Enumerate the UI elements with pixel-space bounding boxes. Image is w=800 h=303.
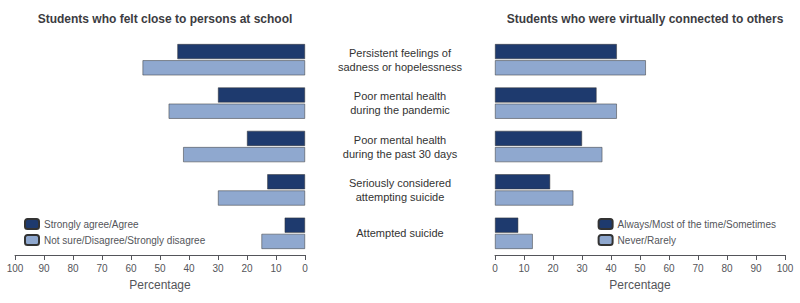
svg-text:Persistent feelings of: Persistent feelings of <box>349 47 452 59</box>
svg-text:Poor mental health: Poor mental health <box>354 134 446 146</box>
svg-text:0: 0 <box>492 263 498 274</box>
svg-text:50: 50 <box>154 263 166 274</box>
svg-text:40: 40 <box>183 263 195 274</box>
svg-text:10: 10 <box>518 263 530 274</box>
svg-text:20: 20 <box>547 263 559 274</box>
svg-text:70: 70 <box>692 263 704 274</box>
svg-text:Poor mental health: Poor mental health <box>354 90 446 102</box>
svg-text:60: 60 <box>125 263 137 274</box>
svg-text:Percentage: Percentage <box>609 278 671 292</box>
svg-text:Never/Rarely: Never/Rarely <box>618 235 676 246</box>
svg-text:80: 80 <box>721 263 733 274</box>
svg-text:100: 100 <box>7 263 24 274</box>
svg-text:80: 80 <box>67 263 79 274</box>
svg-text:0: 0 <box>302 263 308 274</box>
svg-text:10: 10 <box>270 263 282 274</box>
svg-text:90: 90 <box>750 263 762 274</box>
svg-text:30: 30 <box>212 263 224 274</box>
svg-text:during the pandemic: during the pandemic <box>350 104 450 116</box>
svg-text:sadness or hopelessness: sadness or hopelessness <box>338 61 463 73</box>
svg-text:attempting suicide: attempting suicide <box>356 191 445 203</box>
svg-text:30: 30 <box>576 263 588 274</box>
svg-text:Not sure/Disagree/Strongly dis: Not sure/Disagree/Strongly disagree <box>44 235 206 246</box>
svg-text:100: 100 <box>777 263 794 274</box>
svg-text:70: 70 <box>96 263 108 274</box>
svg-text:Students who felt close to per: Students who felt close to persons at sc… <box>38 12 293 26</box>
svg-text:Always/Most of the time/Someti: Always/Most of the time/Sometimes <box>618 219 776 230</box>
svg-text:Attempted suicide: Attempted suicide <box>356 227 443 239</box>
svg-text:Percentage: Percentage <box>129 278 191 292</box>
svg-text:20: 20 <box>241 263 253 274</box>
svg-text:50: 50 <box>634 263 646 274</box>
svg-text:during the past 30 days: during the past 30 days <box>343 148 458 160</box>
svg-text:40: 40 <box>605 263 617 274</box>
svg-text:Seriously considered: Seriously considered <box>349 177 451 189</box>
svg-text:Strongly agree/Agree: Strongly agree/Agree <box>44 219 139 230</box>
svg-text:90: 90 <box>38 263 50 274</box>
svg-text:Students who were virtually co: Students who were virtually connected to… <box>507 12 784 26</box>
svg-text:60: 60 <box>663 263 675 274</box>
